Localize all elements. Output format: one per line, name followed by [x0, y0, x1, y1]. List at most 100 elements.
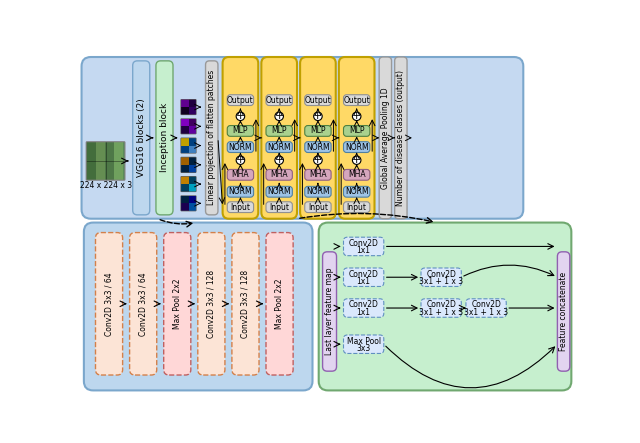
Text: Conv2D: Conv2D — [349, 239, 379, 248]
Text: +: + — [313, 155, 323, 165]
Text: MHA: MHA — [270, 170, 288, 179]
Bar — [189, 107, 196, 115]
FancyBboxPatch shape — [266, 202, 292, 213]
Circle shape — [314, 112, 322, 120]
Circle shape — [314, 156, 322, 164]
Bar — [114, 142, 124, 180]
Circle shape — [275, 156, 284, 164]
Text: Linear projection of flatten patches: Linear projection of flatten patches — [207, 70, 216, 206]
FancyBboxPatch shape — [344, 95, 370, 105]
FancyBboxPatch shape — [305, 202, 331, 213]
FancyBboxPatch shape — [223, 57, 259, 219]
Bar — [180, 138, 189, 146]
Text: 3x1 + 1 x 3: 3x1 + 1 x 3 — [419, 307, 463, 317]
Bar — [180, 99, 189, 107]
FancyBboxPatch shape — [344, 299, 384, 317]
FancyBboxPatch shape — [198, 233, 225, 375]
Bar — [180, 146, 189, 153]
FancyBboxPatch shape — [300, 57, 336, 219]
FancyBboxPatch shape — [305, 187, 331, 197]
FancyBboxPatch shape — [266, 142, 292, 152]
Text: Conv2D 3x3 / 128: Conv2D 3x3 / 128 — [207, 270, 216, 338]
FancyBboxPatch shape — [266, 233, 293, 375]
Bar — [180, 157, 189, 165]
FancyBboxPatch shape — [344, 187, 370, 197]
FancyBboxPatch shape — [421, 268, 461, 287]
Text: 3x1 + 1 x 3: 3x1 + 1 x 3 — [464, 307, 508, 317]
Text: Max Pool: Max Pool — [347, 337, 381, 346]
FancyBboxPatch shape — [227, 142, 253, 152]
Bar — [189, 146, 196, 153]
FancyBboxPatch shape — [305, 95, 331, 105]
Bar — [189, 126, 196, 134]
Text: MHA: MHA — [232, 170, 249, 179]
Text: +: + — [352, 111, 362, 121]
Text: NORM: NORM — [268, 143, 291, 152]
Text: Feature concatenate: Feature concatenate — [559, 272, 568, 351]
Text: Input: Input — [269, 202, 289, 212]
Bar — [180, 165, 189, 172]
FancyBboxPatch shape — [344, 268, 384, 287]
Circle shape — [236, 156, 244, 164]
Bar — [86, 142, 125, 180]
Circle shape — [353, 112, 361, 120]
Text: NORM: NORM — [306, 143, 330, 152]
Text: MLP: MLP — [310, 126, 326, 136]
Bar — [189, 203, 196, 211]
Bar — [180, 203, 189, 211]
Text: +: + — [352, 155, 362, 165]
Text: Conv2D 3x3 / 64: Conv2D 3x3 / 64 — [104, 272, 113, 336]
FancyBboxPatch shape — [557, 252, 570, 371]
FancyBboxPatch shape — [344, 335, 384, 354]
FancyBboxPatch shape — [129, 233, 157, 375]
Text: 1x1: 1x1 — [356, 277, 371, 286]
Text: Conv2D 3x3 / 64: Conv2D 3x3 / 64 — [139, 272, 148, 336]
Text: Output: Output — [266, 96, 292, 105]
Text: MLP: MLP — [349, 126, 364, 136]
FancyBboxPatch shape — [227, 169, 253, 180]
FancyBboxPatch shape — [344, 237, 384, 256]
Bar — [189, 119, 196, 126]
Bar — [189, 184, 196, 192]
FancyBboxPatch shape — [395, 57, 407, 219]
FancyBboxPatch shape — [266, 187, 292, 197]
Text: NORM: NORM — [228, 187, 252, 196]
Text: +: + — [236, 111, 245, 121]
Text: NORM: NORM — [268, 187, 291, 196]
Text: Output: Output — [343, 96, 370, 105]
Text: Max Pool 2x2: Max Pool 2x2 — [173, 279, 182, 329]
Bar — [189, 99, 196, 107]
FancyBboxPatch shape — [323, 252, 337, 371]
FancyBboxPatch shape — [339, 57, 374, 219]
FancyBboxPatch shape — [95, 233, 123, 375]
FancyBboxPatch shape — [421, 299, 461, 317]
Text: +: + — [313, 111, 323, 121]
Text: NORM: NORM — [306, 187, 330, 196]
Text: Conv2D: Conv2D — [426, 270, 456, 279]
Bar — [189, 138, 196, 146]
Bar — [189, 196, 196, 203]
Text: +: + — [275, 155, 284, 165]
Text: Conv2D: Conv2D — [426, 300, 456, 309]
FancyBboxPatch shape — [261, 57, 297, 219]
Text: 3x1 + 1 x 3: 3x1 + 1 x 3 — [419, 277, 463, 286]
Text: +: + — [275, 111, 284, 121]
Circle shape — [275, 112, 284, 120]
Text: Last layer feature map: Last layer feature map — [325, 268, 334, 355]
FancyBboxPatch shape — [266, 95, 292, 105]
Text: MLP: MLP — [233, 126, 248, 136]
Bar — [189, 157, 196, 165]
Bar — [189, 165, 196, 172]
Text: Conv2D: Conv2D — [471, 300, 501, 309]
Text: Conv2D: Conv2D — [349, 300, 379, 309]
Circle shape — [353, 156, 361, 164]
FancyBboxPatch shape — [266, 169, 292, 180]
FancyBboxPatch shape — [205, 61, 218, 215]
FancyBboxPatch shape — [227, 187, 253, 197]
FancyBboxPatch shape — [132, 61, 150, 215]
Text: Max Pool 2x2: Max Pool 2x2 — [275, 279, 284, 329]
FancyBboxPatch shape — [319, 222, 572, 390]
Text: Inception block: Inception block — [160, 103, 169, 172]
FancyBboxPatch shape — [84, 222, 312, 390]
FancyBboxPatch shape — [305, 142, 331, 152]
